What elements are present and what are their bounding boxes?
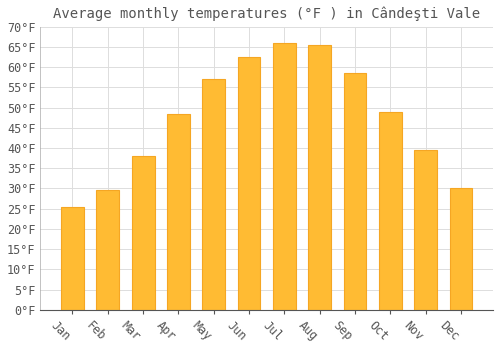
Bar [414, 150, 437, 310]
Bar [202, 79, 225, 310]
Bar [379, 112, 402, 310]
Bar [96, 190, 119, 310]
Bar [238, 57, 260, 310]
Bar [61, 206, 84, 310]
Title: Average monthly temperatures (°F ) in Cândeşti Vale: Average monthly temperatures (°F ) in Câ… [53, 7, 480, 21]
Bar [167, 114, 190, 310]
Bar [344, 73, 366, 310]
Bar [273, 43, 296, 310]
Bar [450, 188, 472, 310]
Bar [132, 156, 154, 310]
Bar [308, 45, 331, 310]
